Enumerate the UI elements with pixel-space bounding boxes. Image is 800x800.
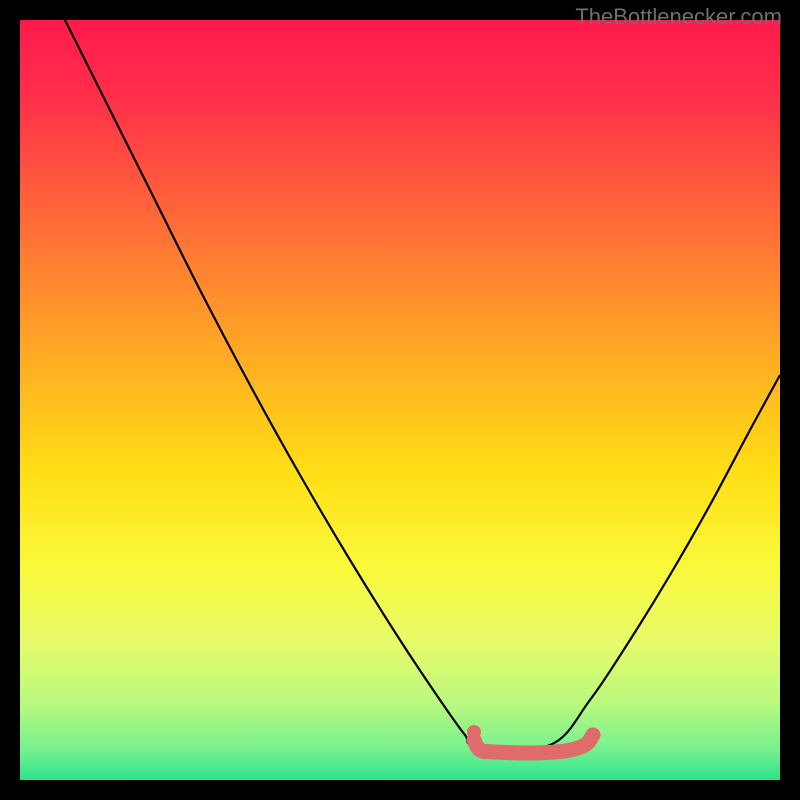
optimal-range-marker xyxy=(474,735,593,753)
watermark-text: TheBottlenecker.com xyxy=(575,4,782,30)
chart-svg xyxy=(0,0,800,800)
optimal-point-dot xyxy=(467,725,481,739)
bottleneck-curve xyxy=(64,18,780,749)
